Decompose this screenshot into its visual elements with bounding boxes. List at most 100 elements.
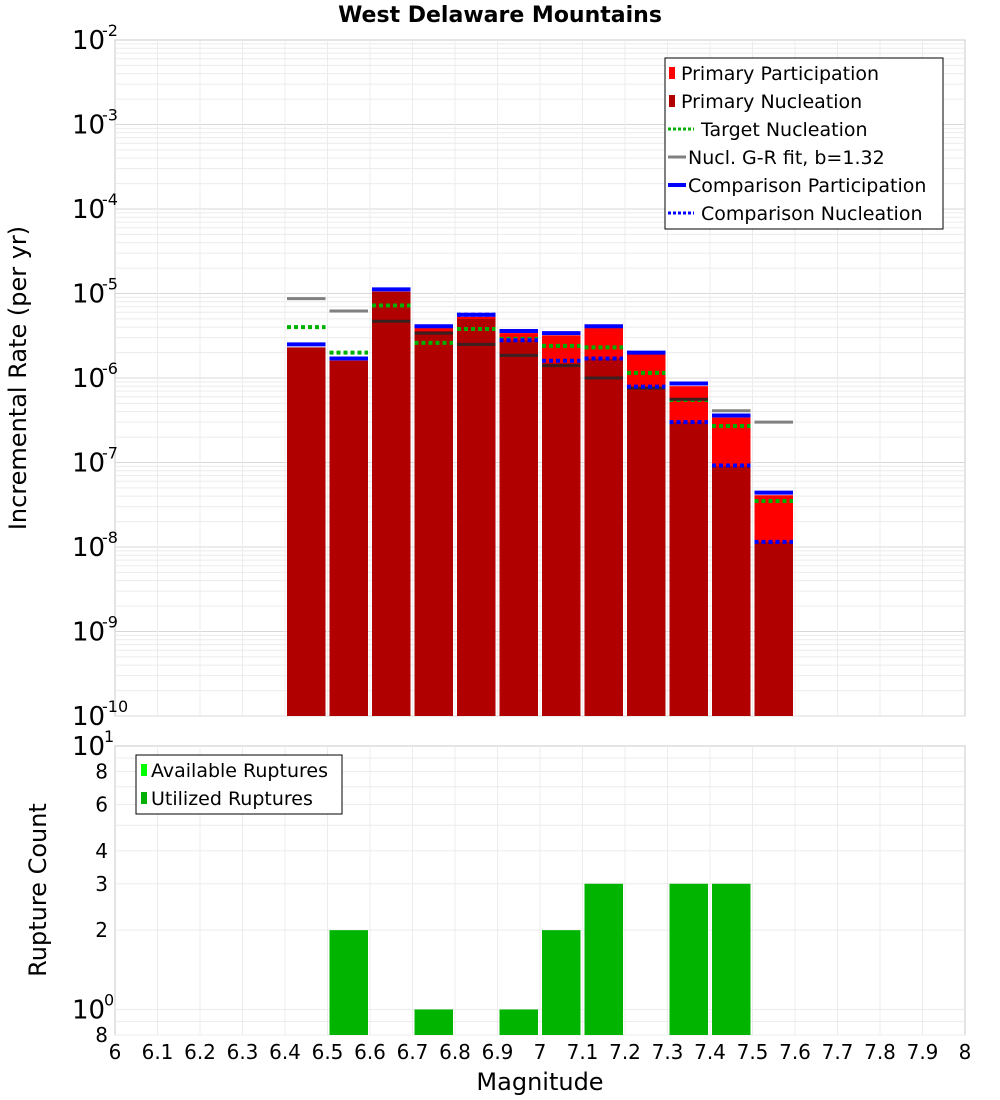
chart-title: West Delaware Mountains: [338, 3, 662, 28]
y-tick-exponent: -7: [102, 444, 118, 463]
nucleation-bar: [287, 347, 326, 716]
y-tick-label: 10: [72, 702, 105, 732]
bottom-legend: Available Ruptures Utilized Ruptures: [135, 754, 343, 815]
y-tick-label: 6: [95, 792, 108, 816]
utilized-ruptures-bar: [499, 1009, 538, 1035]
x-tick-label: 7.7: [822, 1040, 854, 1064]
x-tick-label: 8: [959, 1040, 972, 1064]
legend-label: Available Ruptures: [151, 760, 328, 782]
x-axis-label: Magnitude: [476, 1068, 603, 1096]
legend-label: Primary Participation: [681, 63, 879, 85]
x-tick-label: 7.4: [694, 1040, 726, 1064]
top-legend: Primary Participation Primary Nucleation T…: [664, 57, 944, 230]
y-tick-label: 10: [72, 732, 105, 762]
y-tick-label: 2: [95, 918, 108, 942]
y-tick-label: 10: [72, 280, 105, 310]
top-lines: [287, 287, 793, 544]
top-y-axis-label: Incremental Rate (per yr): [4, 226, 32, 530]
x-tick-label: 6.7: [397, 1040, 429, 1064]
bottom-legend-items: Available Ruptures Utilized Ruptures: [141, 760, 328, 810]
y-tick-exponent: -6: [102, 359, 118, 378]
nucleation-bar: [669, 422, 708, 716]
bottom-bars: [329, 883, 751, 1035]
x-tick-label: 7.1: [567, 1040, 599, 1064]
legend-label: Primary Nucleation: [681, 91, 862, 113]
y-tick-label: 10: [72, 111, 105, 141]
utilized-ruptures-bar: [669, 883, 708, 1035]
y-tick-exponent: -8: [102, 528, 118, 547]
nucleation-bar: [627, 388, 666, 716]
utilized-ruptures-bar: [542, 930, 581, 1035]
utilized-ruptures-bar: [329, 930, 368, 1035]
bottom-y-axis-label: Rupture Count: [24, 803, 52, 977]
nucleation-bar: [329, 360, 368, 716]
y-tick-exponent: -4: [102, 190, 118, 209]
bottom-grid: [115, 746, 965, 1036]
x-tick-label: 6.2: [184, 1040, 216, 1064]
y-tick-label: 10: [72, 195, 105, 225]
nucleation-bar: [754, 541, 793, 716]
nucleation-bar: [414, 330, 453, 716]
nucleation-bar: [542, 363, 581, 716]
x-tick-label: 6: [109, 1040, 122, 1064]
y-tick-label: 8: [95, 1023, 108, 1047]
y-tick-label: 10: [72, 995, 105, 1025]
y-tick-exponent: -10: [102, 697, 128, 716]
y-tick-label: 10: [72, 618, 105, 648]
legend-label: Nucl. G-R fit, b=1.32: [688, 147, 885, 169]
y-tick-label: 4: [95, 839, 108, 863]
nucleation-bar: [499, 340, 538, 716]
top-bars: [287, 291, 793, 716]
nucleation-bar: [584, 358, 623, 716]
legend-swatch: [141, 792, 147, 804]
y-tick-exponent: 1: [104, 727, 114, 746]
x-ticks: 6 6.1 6.2 6.3 6.4 6.5 6.6 6.7 6.8 6.9 7 7.1 7.2 7.3 7.…: [109, 1040, 972, 1064]
top-legend-box: [664, 57, 944, 230]
x-tick-label: 6.4: [269, 1040, 301, 1064]
y-tick-label: 10: [72, 449, 105, 479]
x-tick-label: 7.9: [907, 1040, 939, 1064]
utilized-ruptures-bar: [414, 1009, 453, 1035]
utilized-ruptures-bar: [584, 883, 623, 1035]
y-tick-label: 10: [72, 26, 105, 56]
x-tick-label: 7.8: [864, 1040, 896, 1064]
x-tick-label: 7.2: [609, 1040, 641, 1064]
y-tick-label: 3: [95, 872, 108, 896]
nucleation-bar: [712, 466, 751, 716]
nucleation-bar: [457, 318, 496, 716]
legend-label: Target Nucleation: [700, 119, 868, 141]
y-tick-exponent: -5: [102, 275, 118, 294]
y-tick-label: 10: [72, 533, 105, 563]
y-tick-exponent: -2: [102, 21, 118, 40]
legend-label: Utilized Ruptures: [151, 788, 313, 810]
y-tick-label: 10: [72, 364, 105, 394]
legend-swatch: [669, 67, 675, 79]
bottom-legend-box: [135, 754, 343, 815]
legend-label: Comparison Participation: [688, 175, 926, 197]
y-tick-label: 8: [95, 760, 108, 784]
nucleation-bar: [372, 291, 411, 716]
x-tick-label: 7.5: [737, 1040, 769, 1064]
x-tick-label: 7.3: [652, 1040, 684, 1064]
x-tick-label: 7: [534, 1040, 547, 1064]
x-tick-label: 6.8: [439, 1040, 471, 1064]
x-tick-label: 6.5: [312, 1040, 344, 1064]
x-tick-label: 6.1: [142, 1040, 174, 1064]
x-tick-label: 6.9: [482, 1040, 514, 1064]
top-legend-items: Primary Participation Primary Nucleation T…: [668, 63, 926, 225]
x-tick-label: 6.6: [354, 1040, 386, 1064]
legend-swatch: [141, 764, 147, 776]
y-tick-exponent: -3: [102, 106, 118, 125]
x-tick-label: 7.6: [779, 1040, 811, 1064]
legend-swatch: [669, 95, 675, 107]
y-tick-exponent: 0: [104, 990, 114, 1009]
x-tick-label: 6.3: [227, 1040, 259, 1064]
y-tick-exponent: -9: [102, 613, 118, 632]
legend-label: Comparison Nucleation: [701, 203, 923, 225]
utilized-ruptures-bar: [712, 883, 751, 1035]
